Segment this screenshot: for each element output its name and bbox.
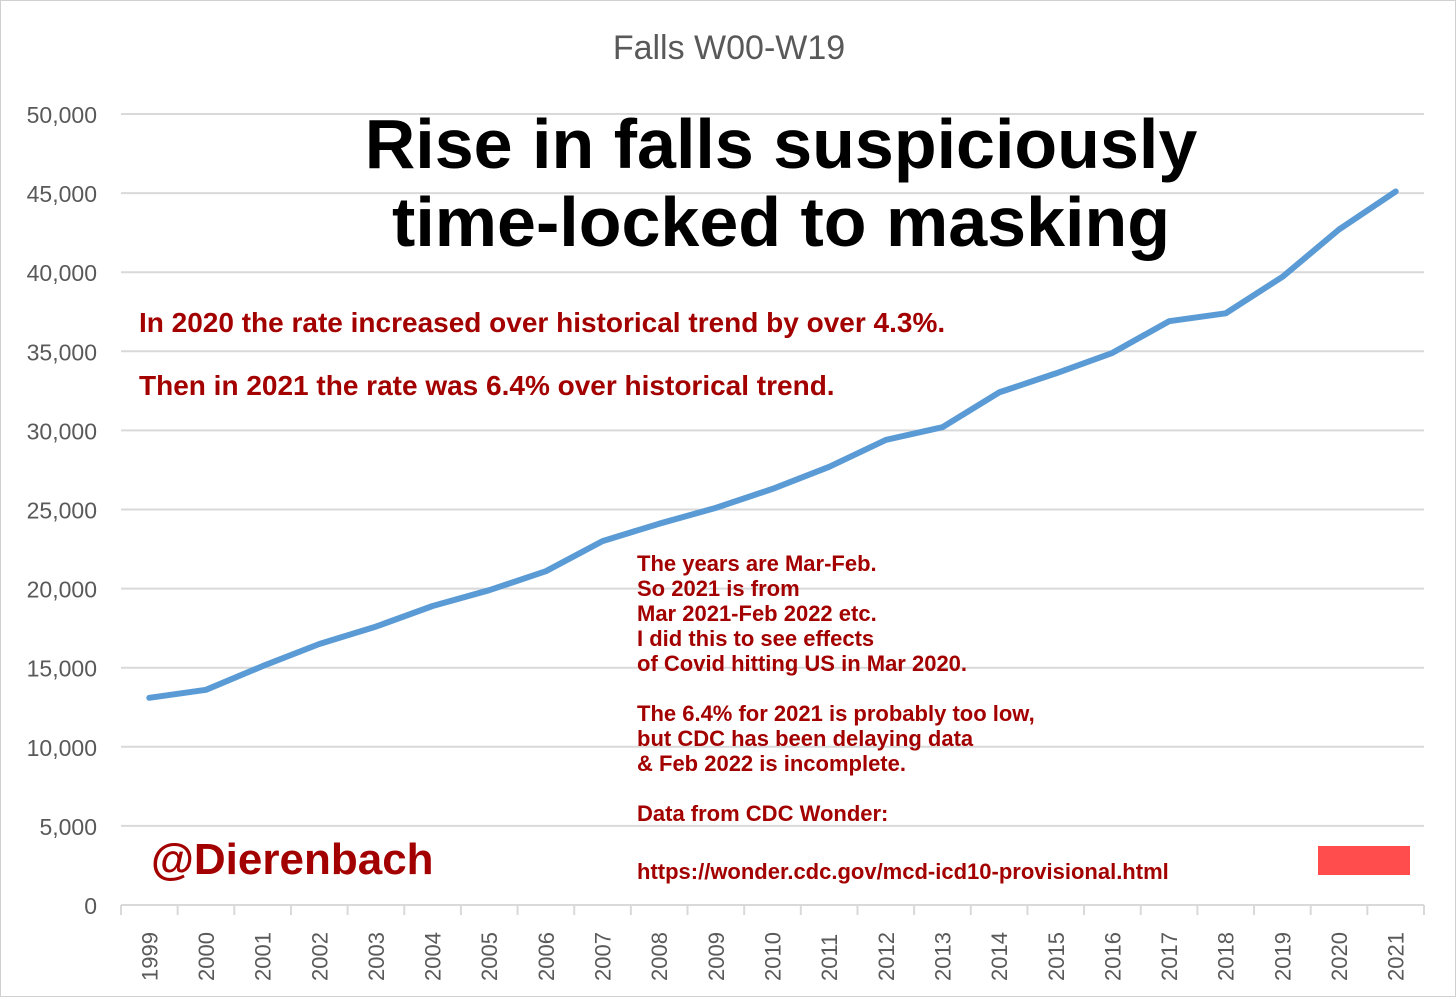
grid-lines [121, 113, 1424, 827]
data-point [656, 521, 662, 527]
data-point [1336, 226, 1342, 232]
data-point [939, 424, 945, 430]
trend-note-2021: Then in 2021 the rate was 6.4% over hist… [139, 370, 835, 401]
x-axis: 1999 2000 2001 2002 2003 2004 2005 2006 2007 2008… [120, 904, 1425, 981]
x-tick-label: 2006 [534, 932, 559, 981]
x-tick-label: 2011 [817, 934, 842, 981]
y-tick-label: 0 [84, 893, 97, 919]
chart-title: Falls W00-W19 [612, 29, 846, 67]
source-url: https://wonder.cdc.gov/mcd-icd10-provisi… [637, 859, 1169, 884]
data-point [146, 695, 152, 701]
y-tick-label: 45,000 [27, 181, 97, 207]
x-tick-label: 2002 [307, 932, 332, 981]
trend-note-2020: In 2020 the rate increased over historic… [139, 307, 946, 338]
data-point [600, 538, 606, 544]
x-tick-label: 2020 [1327, 932, 1352, 981]
data-point [1279, 274, 1285, 280]
x-tick-label: 2010 [761, 932, 786, 981]
data-point [1109, 350, 1115, 356]
note-line: Mar 2021-Feb 2022 etc. [637, 601, 877, 626]
x-tick-label: 1999 [137, 932, 162, 981]
note-line [637, 776, 1035, 801]
y-tick-label: 15,000 [27, 656, 97, 682]
data-point [1223, 310, 1229, 316]
x-tick-label: 2003 [364, 932, 389, 981]
y-axis-ticks: 0 5,000 10,000 15,000 20,000 25,000 30,000 35,0… [27, 102, 97, 919]
y-tick-label: 25,000 [27, 498, 97, 524]
x-tick-label: 2016 [1100, 932, 1125, 981]
author-handle: @Dierenbach [151, 835, 434, 884]
x-tick-label: 2004 [421, 932, 446, 981]
x-tick-label: 2007 [591, 932, 616, 981]
y-tick-label: 30,000 [27, 418, 97, 444]
x-tick-label: 2008 [647, 932, 672, 981]
note-line: of Covid hitting US in Mar 2020. [637, 651, 968, 676]
note-line [637, 676, 1035, 701]
y-tick-label: 10,000 [27, 735, 97, 761]
y-tick-label: 20,000 [27, 577, 97, 603]
data-point [373, 624, 379, 630]
y-tick-label: 50,000 [27, 102, 97, 128]
y-tick-label: 35,000 [27, 339, 97, 365]
note-line: & Feb 2022 is incomplete. [637, 751, 906, 776]
note-line: Data from CDC Wonder: [637, 801, 889, 826]
x-tick-label: 2012 [874, 932, 899, 981]
y-tick-label: 40,000 [27, 260, 97, 286]
x-tick-label: 2009 [704, 932, 729, 981]
x-tick-label: 2018 [1214, 932, 1239, 981]
x-tick-label: 2001 [251, 932, 276, 981]
note-line: I did this to see effects [637, 626, 875, 651]
data-point [826, 464, 832, 470]
x-tick-label: 2014 [987, 932, 1012, 981]
x-tick-label: 2000 [194, 932, 219, 981]
data-point [1053, 370, 1059, 376]
data-point [430, 603, 436, 609]
data-point [486, 587, 492, 593]
data-point [883, 437, 889, 443]
data-point [1166, 318, 1172, 324]
note-line: but CDC has been delaying data [637, 726, 974, 751]
x-tick-label: 2021 [1384, 932, 1409, 981]
x-tick-label: 2005 [477, 932, 502, 981]
headline-line-1: Rise in falls suspiciously [364, 105, 1198, 183]
data-series [146, 188, 1399, 701]
data-point [1393, 189, 1399, 195]
note-line: So 2021 is from [637, 576, 800, 601]
data-point [996, 389, 1002, 395]
x-tick-label: 2017 [1157, 932, 1182, 981]
methodology-note: The years are Mar-Feb. So 2021 is from M… [637, 551, 1035, 826]
y-tick-label: 5,000 [39, 814, 97, 840]
note-line: The years are Mar-Feb. [637, 551, 877, 576]
note-line: The 6.4% for 2021 is probably too low, [637, 701, 1035, 726]
x-tick-label: 2015 [1044, 932, 1069, 981]
data-point [543, 568, 549, 574]
headline: Rise in falls suspiciously time-locked t… [251, 105, 1311, 261]
data-point [260, 663, 266, 669]
data-point [770, 486, 775, 492]
data-point [316, 641, 322, 647]
headline-line-2: time-locked to masking [392, 183, 1170, 261]
x-tick-label: 2019 [1270, 932, 1295, 981]
data-point [203, 687, 209, 693]
data-point [713, 505, 719, 511]
red-marker-box [1318, 846, 1410, 875]
x-tick-label: 2013 [930, 932, 955, 981]
